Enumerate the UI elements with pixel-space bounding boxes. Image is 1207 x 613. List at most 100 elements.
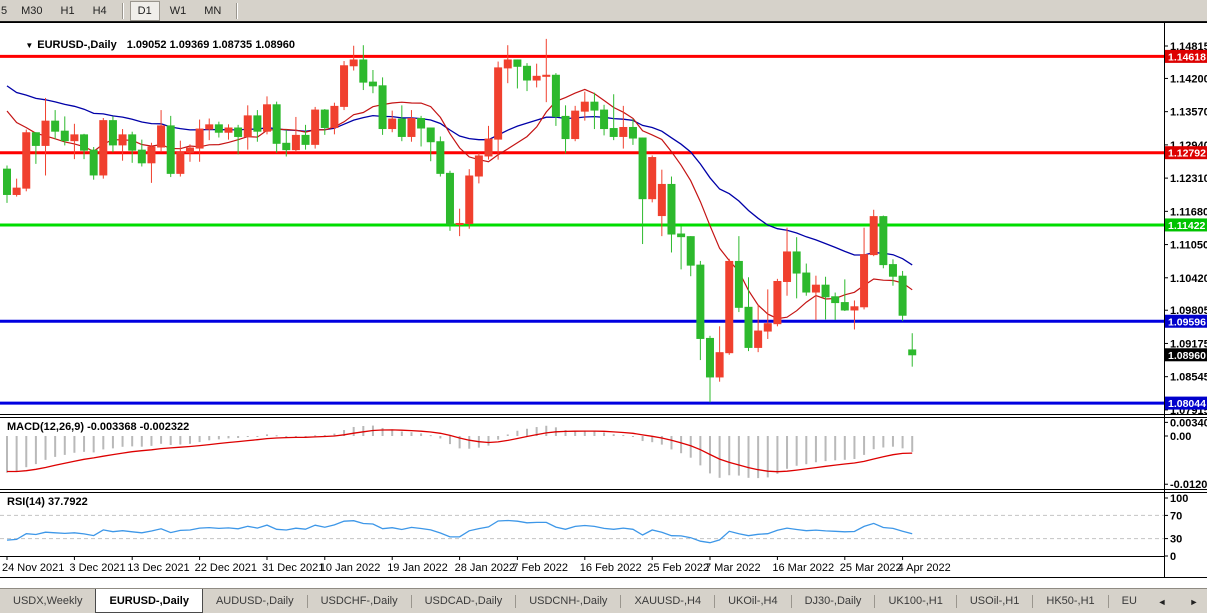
chart-tab-uk100-h1[interactable]: UK100-,H1 [888, 595, 943, 607]
candle [465, 169, 474, 229]
candle [407, 110, 416, 142]
ma-line-blue [6, 85, 913, 266]
candle [696, 260, 705, 361]
candle [792, 237, 801, 299]
tab-divider [714, 594, 716, 608]
date-tick-label: 22 Dec 2021 [195, 562, 257, 574]
candle [590, 92, 599, 130]
candle [532, 63, 541, 88]
tab-scroll-left-button[interactable]: ◄ [1157, 596, 1167, 607]
timeframe-toolbar: 5 M30 H1 H4 D1 W1 MN [0, 0, 1207, 22]
chart-tab-usdx-weekly[interactable]: USDX,Weekly [13, 595, 83, 607]
candle [879, 215, 888, 269]
candle [311, 106, 320, 149]
candle [70, 123, 79, 160]
chart-tab-usdchf-daily[interactable]: USDCHF-,Daily [320, 595, 398, 607]
chart-title: ▼ EURUSD-,Daily 1.09052 1.09369 1.08735 1.… [7, 27, 295, 63]
chart-tab-eurusd-daily[interactable]: EURUSD-,Daily [95, 589, 203, 613]
timeframe-button-m30[interactable]: M30 [21, 4, 43, 17]
candle [657, 169, 666, 237]
candle [359, 45, 368, 91]
candle [80, 133, 89, 160]
candle [705, 335, 714, 403]
chart-tab-eu[interactable]: EU [1121, 595, 1137, 607]
chart-canvas[interactable]: 1.148151.142001.135701.129401.123101.116… [0, 22, 1207, 578]
tab-divider [955, 594, 957, 608]
candle [60, 116, 69, 146]
chart-tab-xauusd-h4[interactable]: XAUUSD-,H4 [634, 595, 702, 607]
candle [99, 117, 108, 179]
candle [677, 226, 686, 270]
candle [667, 176, 676, 253]
candle [147, 142, 156, 183]
price-tick-label: 1.08545 [1170, 372, 1207, 384]
symbol-dropdown-icon[interactable]: ▼ [25, 41, 34, 50]
candle [888, 259, 897, 286]
rsi-tick-label: 0 [1170, 551, 1176, 563]
timeframe-button-mn[interactable]: MN [204, 4, 222, 17]
price-tick-label: 1.11050 [1170, 240, 1207, 252]
tab-scroll-right-button[interactable]: ► [1189, 596, 1199, 607]
candle [455, 208, 464, 237]
chart-tab-usdcad-daily[interactable]: USDCAD-,Daily [424, 595, 503, 607]
bottom-gap-strip [0, 578, 1207, 588]
tab-divider [1107, 594, 1109, 608]
candle [484, 125, 493, 160]
chart-tab-ukoil-h4[interactable]: UKOil-,H4 [728, 595, 778, 607]
candle [725, 258, 734, 355]
candle [166, 115, 175, 178]
price-level-badge: 1.11422 [1165, 218, 1207, 232]
rsi-tick-label: 30 [1170, 534, 1182, 546]
candle [157, 110, 166, 153]
candle [908, 333, 917, 367]
tab-divider [410, 594, 412, 608]
candle [609, 94, 618, 141]
timeframe-button-h1[interactable]: H1 [60, 4, 75, 17]
date-tick-label: 25 Mar 2022 [840, 562, 902, 574]
chart-title-symbol: EURUSD-,Daily [37, 39, 117, 51]
tab-divider [874, 594, 876, 608]
rsi-tick-label: 70 [1170, 510, 1182, 522]
current-price-badge: 1.08960 [1165, 348, 1207, 362]
candle [349, 45, 358, 71]
date-tick-label: 10 Jan 2022 [320, 562, 381, 574]
rsi-tick-label: 100 [1170, 493, 1188, 505]
date-tick-label: 16 Feb 2022 [580, 562, 642, 574]
candle [291, 116, 300, 153]
candle [320, 109, 329, 135]
chart-area[interactable]: 1.14815 1.14200 1.13570 1.12940 1.12310 1.116… [0, 22, 1207, 578]
candle [263, 96, 272, 135]
candle [869, 209, 878, 257]
candle [686, 236, 695, 277]
chart-tab-dj30-daily[interactable]: DJ30-,Daily [804, 595, 862, 607]
candle [224, 124, 233, 140]
svg-text:1.11422: 1.11422 [1168, 220, 1206, 232]
rsi-line [6, 519, 913, 544]
date-tick-label: 19 Jan 2022 [387, 562, 448, 574]
timeframe-button-h4[interactable]: H4 [92, 4, 107, 17]
svg-text:1.08960: 1.08960 [1168, 350, 1206, 362]
candle [503, 45, 512, 84]
chart-tab-usdcnh-daily[interactable]: USDCNH-,Daily [529, 595, 608, 607]
candle [744, 277, 753, 352]
tab-divider [306, 594, 308, 608]
date-tick-label: 13 Dec 2021 [127, 562, 189, 574]
date-tick-label: 25 Feb 2022 [647, 562, 709, 574]
candle [214, 121, 223, 138]
chart-background [0, 22, 1207, 578]
candle [234, 124, 243, 155]
timeframe-button-w1[interactable]: W1 [169, 4, 187, 17]
price-scale: 1.148151.142001.135701.129401.123101.116… [1164, 41, 1207, 563]
toolbar-separator [121, 2, 123, 19]
timeframe-button-5[interactable]: 5 [1, 4, 8, 17]
candle [831, 292, 840, 320]
date-tick-label: 4 Apr 2022 [898, 562, 951, 574]
chart-tab-audusd-daily[interactable]: AUDUSD-,Daily [215, 595, 294, 607]
chart-tab-hk50-h1[interactable]: HK50-,H1 [1046, 595, 1095, 607]
timeframe-button-d1[interactable]: D1 [129, 0, 160, 21]
rsi-indicator-label: RSI(14) 37.7922 [7, 496, 88, 508]
chart-tab-usoil-h1[interactable]: USOil-,H1 [969, 595, 1020, 607]
candle [22, 129, 31, 192]
candle [41, 97, 50, 176]
